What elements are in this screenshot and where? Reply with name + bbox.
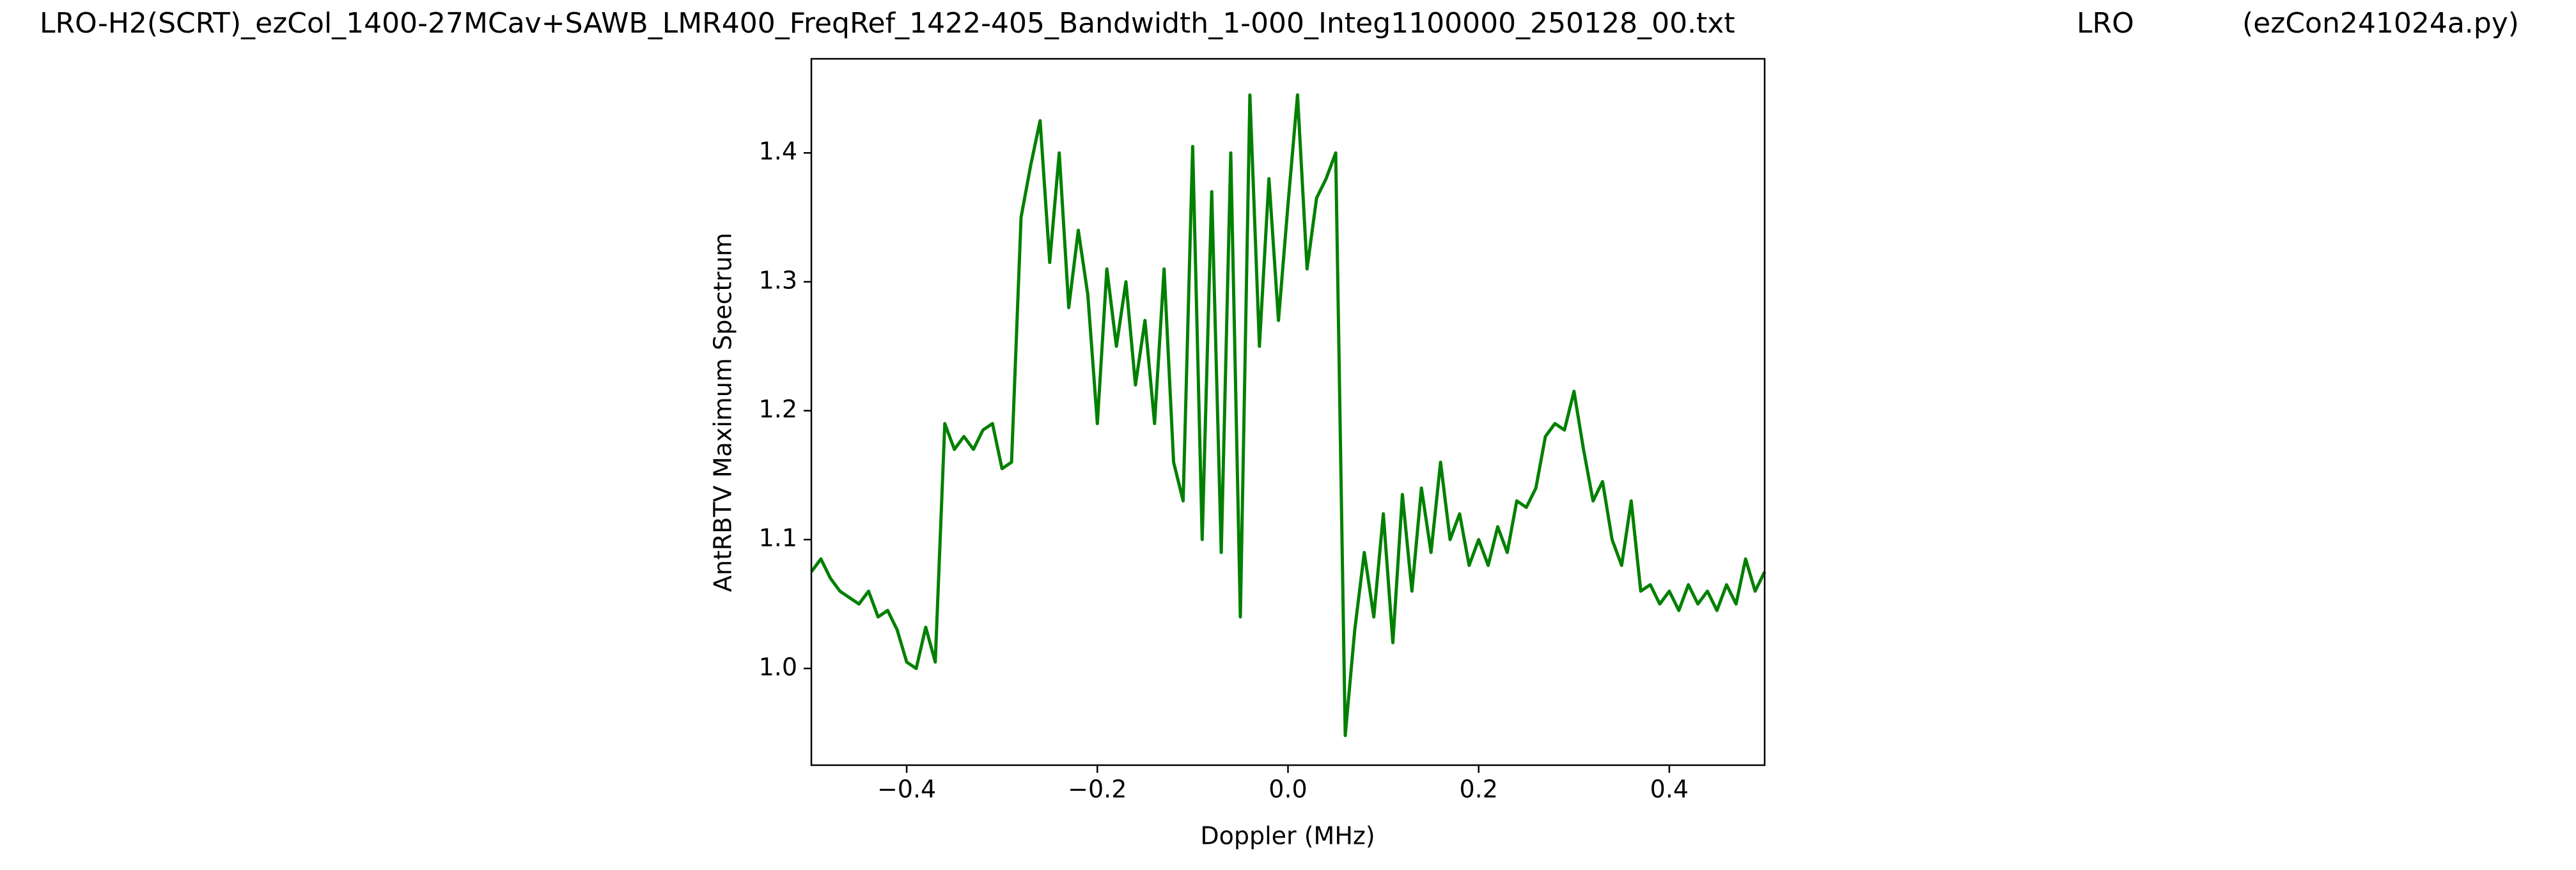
y-tick-label: 1.0 [759,653,797,681]
x-tick-label: 0.0 [1268,775,1307,804]
x-tick-label: −0.2 [1068,775,1127,804]
annotation: LRO [2077,7,2134,40]
y-tick-label: 1.2 [759,395,797,423]
chart-title: LRO-H2(SCRT)_ezCol_1400-27MCav+SAWB_LMR4… [40,7,1735,40]
y-tick-label: 1.1 [759,524,797,552]
x-tick-label: 0.4 [1650,775,1689,804]
y-axis-label: AntRBTV Maximum Spectrum [709,233,737,592]
data-line [809,93,1767,738]
plot-frame [810,58,1766,766]
annotation: (ezCon241024a.py) [2242,7,2519,40]
x-tick-label: 0.2 [1459,775,1497,804]
x-axis-label: Doppler (MHz) [1200,822,1375,850]
y-tick-label: 1.4 [759,137,797,166]
y-tick-label: 1.3 [759,266,797,294]
x-tick-label: −0.4 [877,775,936,804]
